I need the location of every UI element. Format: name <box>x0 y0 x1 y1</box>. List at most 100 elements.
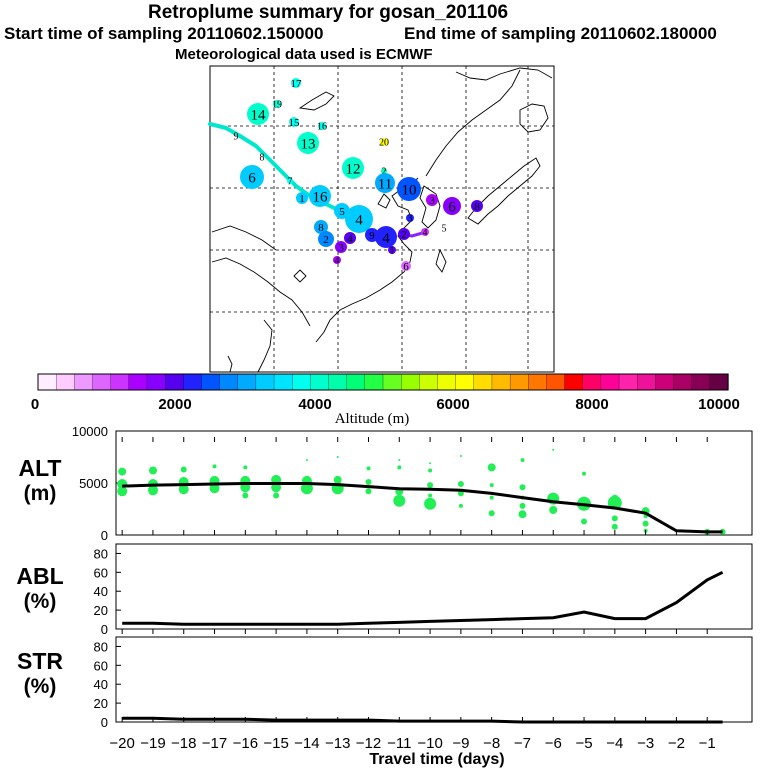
colorbar-cell <box>528 373 548 391</box>
alt-scatter-point <box>520 458 525 463</box>
trajectory-marker-dot <box>314 220 328 234</box>
colorbar-cell <box>691 373 711 391</box>
trajectory-marker-label: 17 <box>291 78 303 90</box>
trajectory-marker: 6 <box>443 197 461 215</box>
colorbar-cell <box>201 373 221 391</box>
trajectory-marker: 7 <box>287 177 293 188</box>
colorbar-cell <box>74 373 94 391</box>
x-tick-label: −13 <box>325 735 350 752</box>
x-axis: −20 −19 −18 −17 −16 −15 −14 −13 −12 −11 −10 −9 −8 −7−… <box>109 437 716 768</box>
colorbar-cell <box>346 373 366 391</box>
y-tick-label: 0 <box>101 528 108 543</box>
trajectory-marker-dot <box>318 231 334 247</box>
y-tick-label: 40 <box>94 677 108 692</box>
alt-scatter-point <box>549 506 558 514</box>
colorbar-cell <box>292 373 312 391</box>
str-panel: STR (%) 80 60 40 20 0 <box>17 636 753 730</box>
trajectory-marker-dot <box>398 228 410 240</box>
abl-line <box>122 570 724 626</box>
trajectory-marker: 6 <box>240 165 264 189</box>
trajectory-marker-label: 4 <box>355 212 363 228</box>
x-tick-label: −17 <box>202 735 227 752</box>
trajectory-marker: 13 <box>297 132 319 154</box>
x-tick-label: −7 <box>514 735 531 752</box>
colorbar-cell <box>273 373 293 391</box>
alt-scatter-point <box>366 466 371 471</box>
alt-scatter-point <box>178 484 189 495</box>
abl-panel-label: ABL <box>16 563 63 589</box>
x-axis-label: Travel time (days) <box>369 751 504 768</box>
colorbar-tick: 0 <box>31 396 39 413</box>
colorbar-cell <box>437 373 457 391</box>
x-tick-label: −15 <box>263 735 288 752</box>
trajectory-marker: 4 <box>375 226 397 248</box>
alt-scatter-point <box>424 497 437 510</box>
alt-scatter-point <box>243 465 248 470</box>
start-time-label: Start time of sampling 20110602.150000 <box>4 24 324 43</box>
trajectory-marker: 1 <box>388 246 396 257</box>
colorbar-cell <box>219 373 239 391</box>
x-tick-label: −16 <box>233 735 258 752</box>
trajectory-marker: 2 <box>381 167 387 178</box>
alt-scatter-point <box>397 465 402 470</box>
alt-scatter-point <box>611 515 618 522</box>
trajectory-marker-dot <box>273 100 281 108</box>
colorbar-cell <box>37 373 57 391</box>
y-tick-label: 5000 <box>79 476 108 491</box>
colorbar-frame <box>37 373 729 391</box>
end-time-label: End time of sampling 20110602.180000 <box>404 24 717 43</box>
alt-scatter-point <box>398 459 401 462</box>
colorbar-cell <box>255 373 275 391</box>
trajectory-marker-dot <box>333 256 341 264</box>
trajectory-marker-label: 8 <box>318 222 324 234</box>
trajectory-marker: 16 <box>309 185 331 207</box>
trajectory-marker-dot <box>342 157 364 179</box>
y-tick-label: 0 <box>101 622 108 637</box>
colorbar-tick: 4000 <box>298 396 331 413</box>
trajectory-marker-label: 20 <box>379 138 389 149</box>
colorbar-cell <box>491 373 511 391</box>
alt-scatter-point <box>519 484 526 491</box>
y-tick-label: 0 <box>101 715 108 730</box>
alt-unit-label: (m) <box>24 482 57 505</box>
colorbar-cell <box>546 373 566 391</box>
alt-scatter-point <box>333 475 342 484</box>
trajectory-marker-label: 5 <box>339 206 345 218</box>
alt-panel: ALT (m) 10000 5000 0 <box>18 424 753 543</box>
trajectory-marker: 20 <box>379 138 389 149</box>
trajectory-marker: 4 <box>345 205 373 233</box>
trajectory-marker-label: 7 <box>288 177 293 188</box>
trajectory-marker-label: 15 <box>289 117 301 129</box>
trajectory-marker-dot <box>380 138 388 146</box>
trajectory-marker: 6 <box>401 261 411 273</box>
trajectory-marker-label: 13 <box>301 136 316 152</box>
trajectory-marker-dot <box>240 165 264 189</box>
trajectory-marker: 15 <box>289 117 301 129</box>
colorbar-cell <box>564 373 584 391</box>
colorbar-cell <box>600 373 620 391</box>
trajectory-marker: 14 <box>247 103 269 125</box>
alt-scatter-point <box>365 488 372 495</box>
alt-scatter-point <box>489 495 494 500</box>
y-tick-label: 80 <box>94 546 108 561</box>
trajectory-marker-label: 3 <box>429 195 435 207</box>
colorbar-cell <box>382 373 402 391</box>
y-tick-label: 20 <box>94 696 108 711</box>
meteorological-data-label: Meteorological data used is ECMWF <box>175 46 433 63</box>
alt-scatter-point <box>582 471 586 476</box>
y-tick-label: 80 <box>94 639 108 654</box>
x-tick-label: −5 <box>575 735 592 752</box>
y-tick-label: 60 <box>94 658 108 673</box>
x-tick-label: −8 <box>483 735 500 752</box>
x-tick-label: −19 <box>140 735 165 752</box>
trajectory-marker-dot <box>289 117 299 127</box>
colorbar-cell <box>655 373 675 391</box>
y-tick-label: 10000 <box>72 424 108 439</box>
alt-scatter-point <box>209 483 220 494</box>
x-tick-label: −14 <box>294 735 319 752</box>
colorbar-tick: 8000 <box>575 396 608 413</box>
colorbar-cell <box>709 373 729 391</box>
trajectory-marker-dot <box>287 178 293 184</box>
trajectory-marker-label: 11 <box>378 176 392 192</box>
alt-scatter-point <box>393 494 406 507</box>
